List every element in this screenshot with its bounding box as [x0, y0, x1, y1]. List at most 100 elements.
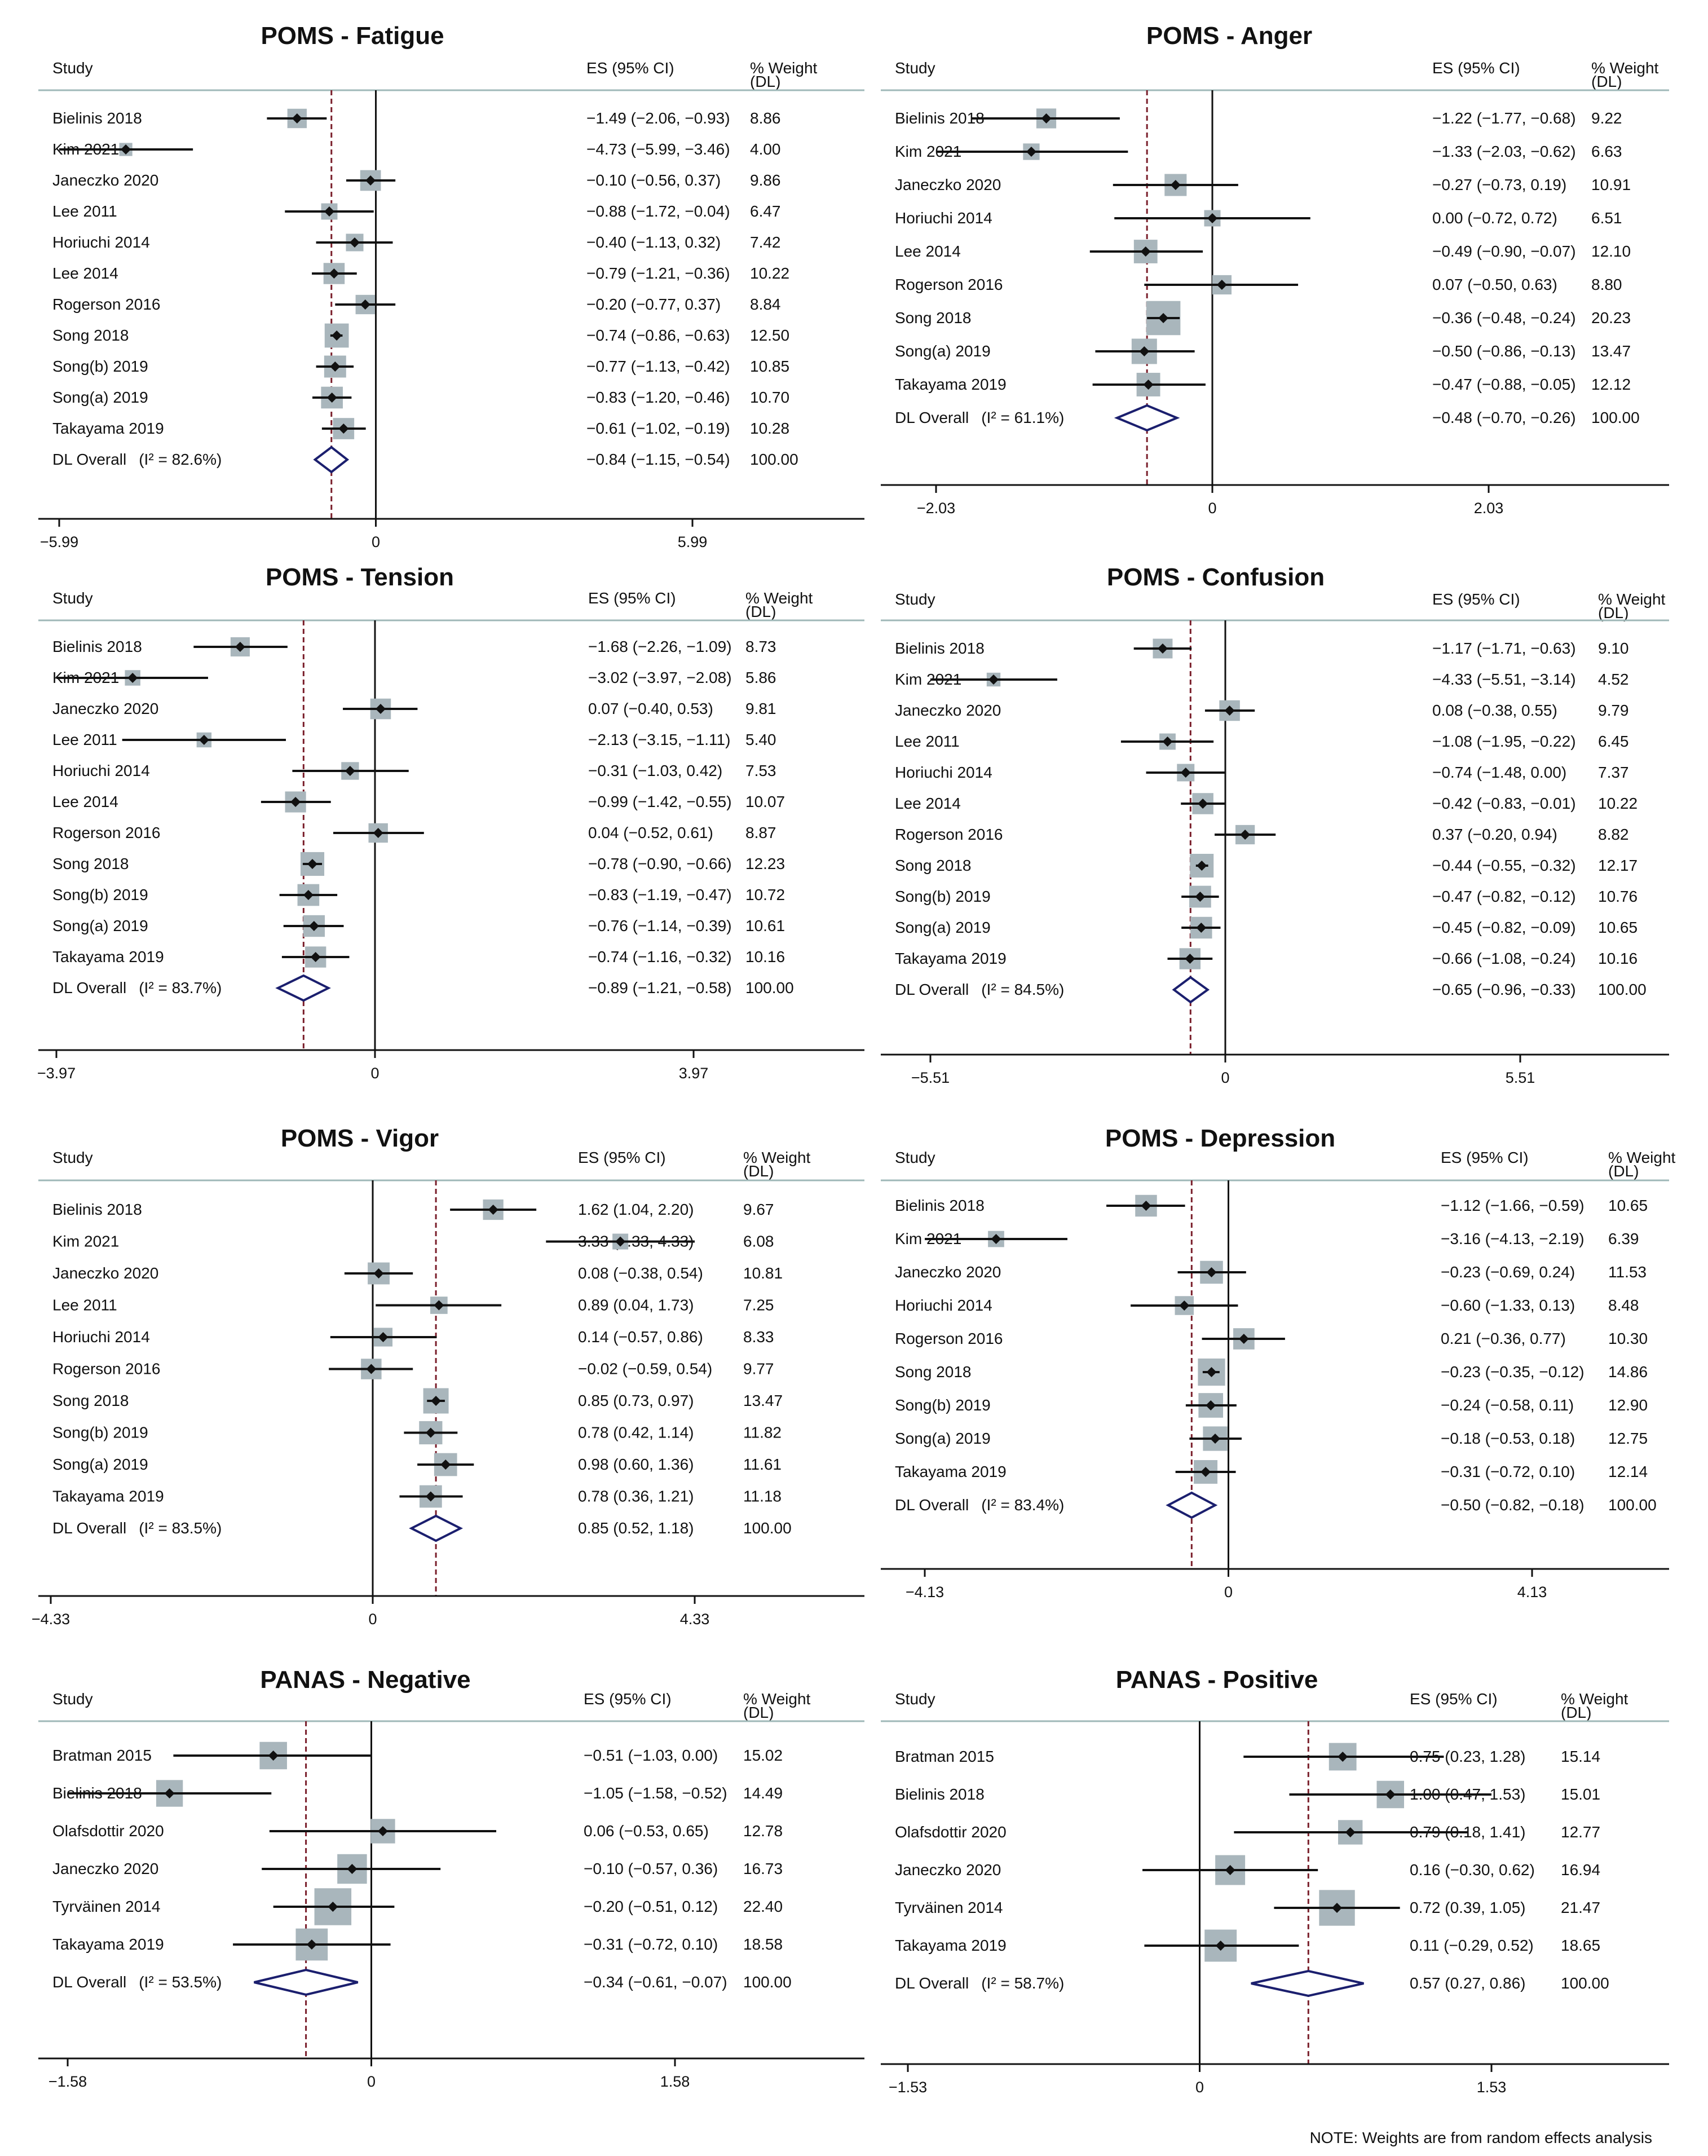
study-ci-value: 0.72 (0.39, 1.05) — [1410, 1899, 1525, 1916]
study-weight-value: 7.42 — [750, 233, 781, 251]
study-label: Rogerson 2016 — [895, 826, 1003, 843]
panel-title: POMS - Anger — [1146, 22, 1312, 50]
study-ci-value: −0.60 (−1.33, 0.13) — [1441, 1297, 1575, 1314]
forest-panel: PANAS - Positive Study ES (95% CI) % Weight… — [881, 1666, 1669, 2096]
study-label: Rogerson 2016 — [52, 824, 160, 841]
x-tick-label: −5.99 — [40, 534, 78, 550]
point-estimate — [431, 1396, 442, 1406]
study-ci-value: −0.74 (−0.86, −0.63) — [586, 327, 730, 344]
x-tick-label: 1.58 — [660, 2073, 690, 2090]
forest-panel: PANAS - Negative Study ES (95% CI) % Weight… — [38, 1666, 864, 2090]
study-ci-value: −0.10 (−0.57, 0.36) — [584, 1860, 718, 1877]
point-estimate — [1185, 954, 1195, 964]
point-estimate — [1198, 799, 1208, 809]
point-estimate — [988, 674, 999, 685]
point-estimate — [360, 299, 370, 310]
x-tick-label: 5.51 — [1506, 1069, 1535, 1086]
x-tick-label: −4.13 — [906, 1584, 944, 1601]
study-weight-value: 8.82 — [1598, 826, 1629, 843]
point-estimate — [1026, 147, 1036, 157]
study-ci-value: −0.23 (−0.69, 0.24) — [1441, 1263, 1575, 1281]
study-label: Song(b) 2019 — [52, 886, 148, 903]
overall-weight-value: 100.00 — [1591, 409, 1640, 426]
point-estimate — [425, 1491, 436, 1502]
study-label: Horiuchi 2014 — [895, 209, 992, 227]
study-ci-value: −0.78 (−0.90, −0.66) — [588, 855, 732, 872]
study-weight-value: 13.47 — [1591, 342, 1631, 360]
study-ci-value: 0.21 (−0.36, 0.77) — [1441, 1330, 1566, 1347]
overall-label: DL Overall — [895, 1974, 969, 1992]
study-ci-value: −0.20 (−0.51, 0.12) — [584, 1898, 718, 1915]
study-label: Olafsdottir 2020 — [895, 1823, 1007, 1841]
study-ci-value: −0.74 (−1.16, −0.32) — [588, 948, 732, 965]
study-label: Takayama 2019 — [895, 950, 1007, 967]
x-tick-label: 4.13 — [1517, 1584, 1547, 1601]
point-estimate — [308, 921, 319, 931]
study-label: Bielinis 2018 — [52, 1201, 142, 1218]
heterogeneity-label: (I² = 61.1%) — [981, 409, 1064, 426]
overall-label: DL Overall — [52, 1519, 126, 1537]
study-label: Horiuchi 2014 — [895, 1297, 992, 1314]
study-weight-value: 10.91 — [1591, 176, 1631, 193]
study-weight-value: 11.18 — [743, 1488, 782, 1505]
study-ci-value: −0.83 (−1.19, −0.47) — [588, 886, 732, 903]
study-weight-value: 6.45 — [1598, 733, 1629, 750]
study-weight-value: 15.01 — [1561, 1785, 1600, 1803]
study-weight-value: 8.73 — [745, 638, 776, 655]
study-column-header: Study — [895, 1149, 935, 1166]
point-estimate — [991, 1234, 1001, 1244]
study-ci-value: −1.08 (−1.95, −0.22) — [1432, 733, 1576, 750]
study-weight-value: 11.53 — [1608, 1263, 1647, 1281]
overall-ci-value: 0.85 (0.52, 1.18) — [578, 1519, 694, 1537]
point-estimate — [1238, 1334, 1249, 1344]
x-tick-label: 0 — [370, 1065, 379, 1082]
study-label: Lee 2014 — [52, 793, 118, 810]
study-label: Janeczko 2020 — [52, 1860, 158, 1877]
study-ci-value: −0.79 (−1.21, −0.36) — [586, 264, 730, 282]
study-ci-value: 0.37 (−0.20, 0.94) — [1432, 826, 1557, 843]
study-label: Takayama 2019 — [895, 1937, 1007, 1954]
forest-panel: POMS - Tension Study ES (95% CI) % Weight(D… — [37, 563, 864, 1082]
study-label: Takayama 2019 — [895, 1463, 1007, 1480]
study-ci-value: 0.78 (0.36, 1.21) — [578, 1488, 694, 1505]
study-weight-value: 12.90 — [1608, 1396, 1648, 1414]
study-weight-value: 10.70 — [750, 389, 789, 406]
forest-panel: POMS - Anger Study ES (95% CI) % Weight(DL)… — [881, 22, 1669, 517]
point-estimate — [1201, 1467, 1211, 1477]
heterogeneity-label: (I² = 84.5%) — [981, 981, 1064, 998]
study-ci-value: −0.02 (−0.59, 0.54) — [578, 1360, 712, 1378]
overall-weight-value: 100.00 — [745, 979, 794, 997]
study-label: Lee 2011 — [52, 202, 117, 220]
point-estimate — [425, 1427, 436, 1438]
point-estimate — [310, 952, 321, 962]
point-estimate — [1157, 643, 1168, 654]
overall-diamond — [1166, 1491, 1218, 1519]
es-column-header: ES (95% CI) — [1432, 59, 1520, 77]
point-estimate — [366, 1364, 377, 1374]
study-ci-value: −0.31 (−0.72, 0.10) — [1441, 1463, 1575, 1480]
study-label: Song(b) 2019 — [895, 888, 991, 905]
weight-column-header: % Weight — [743, 1690, 811, 1708]
overall-label: DL Overall — [895, 1496, 969, 1514]
study-label: Tyrväinen 2014 — [52, 1898, 160, 1915]
overall-ci-value: −0.89 (−1.21, −0.58) — [588, 979, 732, 997]
study-weight-value: 15.14 — [1561, 1748, 1600, 1765]
study-label: Rogerson 2016 — [895, 1330, 1003, 1347]
study-weight-value: 7.37 — [1598, 764, 1629, 781]
point-estimate — [303, 890, 314, 900]
overall-label: DL Overall — [52, 979, 126, 997]
study-weight-value: 12.10 — [1591, 243, 1631, 260]
weight-column-subheader: (DL) — [1591, 73, 1622, 90]
study-weight-value: 15.02 — [743, 1747, 783, 1764]
study-label: Lee 2011 — [52, 731, 117, 748]
x-tick-label: 2.03 — [1474, 500, 1504, 517]
x-tick-label: −1.58 — [48, 2073, 87, 2090]
point-estimate — [373, 1268, 384, 1278]
study-label: Rogerson 2016 — [52, 296, 160, 313]
study-ci-value: −0.50 (−0.86, −0.13) — [1432, 342, 1576, 360]
study-ci-value: 0.08 (−0.38, 0.54) — [578, 1264, 703, 1282]
study-label: Bielinis 2018 — [52, 109, 142, 127]
study-ci-value: −3.16 (−4.13, −2.19) — [1441, 1230, 1585, 1247]
overall-ci-value: −0.34 (−0.61, −0.07) — [584, 1973, 727, 1991]
x-tick-label: 0 — [1208, 500, 1216, 517]
